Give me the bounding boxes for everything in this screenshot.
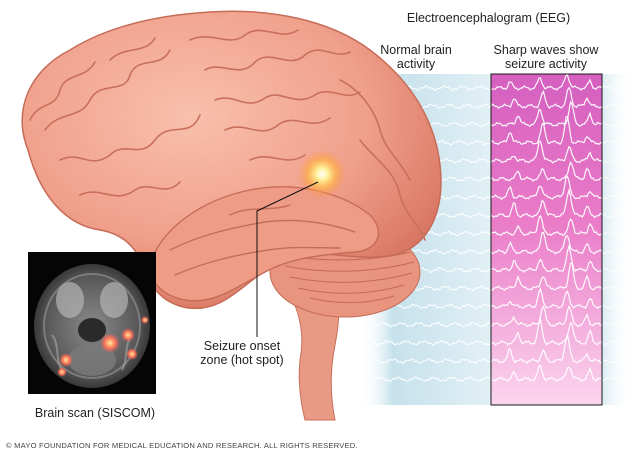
sharp-waves-line-2: seizure activity [505,57,587,71]
copyright-notice: © MAYO FOUNDATION FOR MEDICAL EDUCATION … [6,441,358,450]
eeg-trace [491,175,602,201]
sharp-waves-line-1: Sharp waves show [493,43,599,57]
eeg-trace [491,187,602,219]
eeg-trace [491,332,602,364]
eeg-trace [491,317,602,346]
eeg-trace [601,85,632,91]
eeg-trace [491,304,602,328]
hot-spot [298,150,346,198]
eeg-trace [491,100,602,128]
right-eeg-band [602,74,632,405]
eeg-trace [491,214,602,237]
brain-stem [284,284,340,421]
eeg-trace [601,176,632,182]
eeg-trace [491,364,602,382]
normal-activity-label: Normal brain activity [370,43,462,71]
seizure-onset-line-1: Seizure onset [203,339,281,353]
eeg-trace [601,285,632,291]
normal-activity-line-2: activity [396,57,436,71]
normal-activity-line-1: Normal brain [380,43,452,57]
eeg-trace [371,358,491,365]
eeg-trace [601,158,632,164]
brain-scan-content [34,264,150,388]
brain-gyri [29,29,426,241]
eeg-trace [491,243,602,273]
eeg-trace [491,74,602,91]
eeg-trace [491,140,602,164]
eeg-trace [601,140,632,145]
eeg-trace [601,103,632,109]
eeg-trace [491,231,602,255]
eeg-trace [601,339,632,346]
eeg-trace [371,321,491,328]
eeg-trace [601,249,632,255]
temporal-lobe [149,186,380,302]
eeg-trace [491,115,602,146]
eeg-trace [601,230,632,237]
right-eeg-waves [601,85,632,382]
seizure-onset-line-2: zone (hot spot) [200,353,284,367]
eeg-trace [601,358,632,364]
eeg-trace [601,322,632,328]
eeg-trace [601,303,632,309]
eeg-trace [601,267,632,273]
eeg-trace [491,161,602,182]
sharp-waves-label: Sharp waves show seizure activity [480,43,612,71]
eeg-trace [371,339,491,346]
brain-scan-label: Brain scan (SISCOM) [34,406,156,420]
eeg-trace [371,376,491,383]
eeg-trace [601,212,632,218]
eeg-trace [601,121,632,128]
eeg-trace [491,86,602,110]
onset-pointer [256,181,319,337]
sharp-eeg-waves [491,74,602,382]
eeg-trace [601,194,632,200]
sharp-eeg-frame [490,73,603,406]
eeg-trace [601,376,632,382]
seizure-onset-label: Seizure onset zone (hot spot) [190,339,294,367]
eeg-trace [491,262,602,292]
temporal-gyri [169,204,356,276]
eeg-title: Electroencephalogram (EEG) [406,11,571,25]
eeg-trace [491,287,602,310]
